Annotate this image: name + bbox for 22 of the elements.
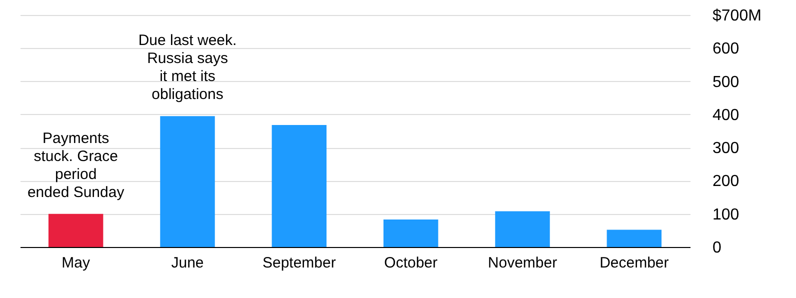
x-tick-label: November (488, 254, 558, 272)
y-tick-label: $700M (712, 8, 762, 24)
y-tick-label: 400 (712, 106, 740, 124)
bar (606, 230, 662, 247)
bar (48, 214, 104, 247)
y-tick-label: 500 (712, 74, 740, 91)
y-tick-label: 600 (712, 40, 740, 58)
x-tick-label: December (600, 254, 669, 272)
x-tick-label: September (262, 254, 336, 272)
y-tick-label: 300 (712, 140, 740, 158)
bar (272, 125, 327, 247)
bar (495, 211, 550, 247)
annotation: Payments stuck. Grace period ended Sunday (27, 130, 125, 201)
x-tick-label: May (62, 254, 90, 272)
y-tick-label: 200 (712, 173, 740, 190)
annotation: Due last week. Russia says it met its obligations (138, 32, 237, 104)
bar (160, 116, 215, 247)
x-tick-label: June (171, 254, 204, 272)
y-tick-label: 100 (712, 206, 740, 224)
x-tick-label: October (384, 254, 438, 272)
bar (383, 219, 438, 247)
y-tick-label: 0 (712, 240, 722, 256)
